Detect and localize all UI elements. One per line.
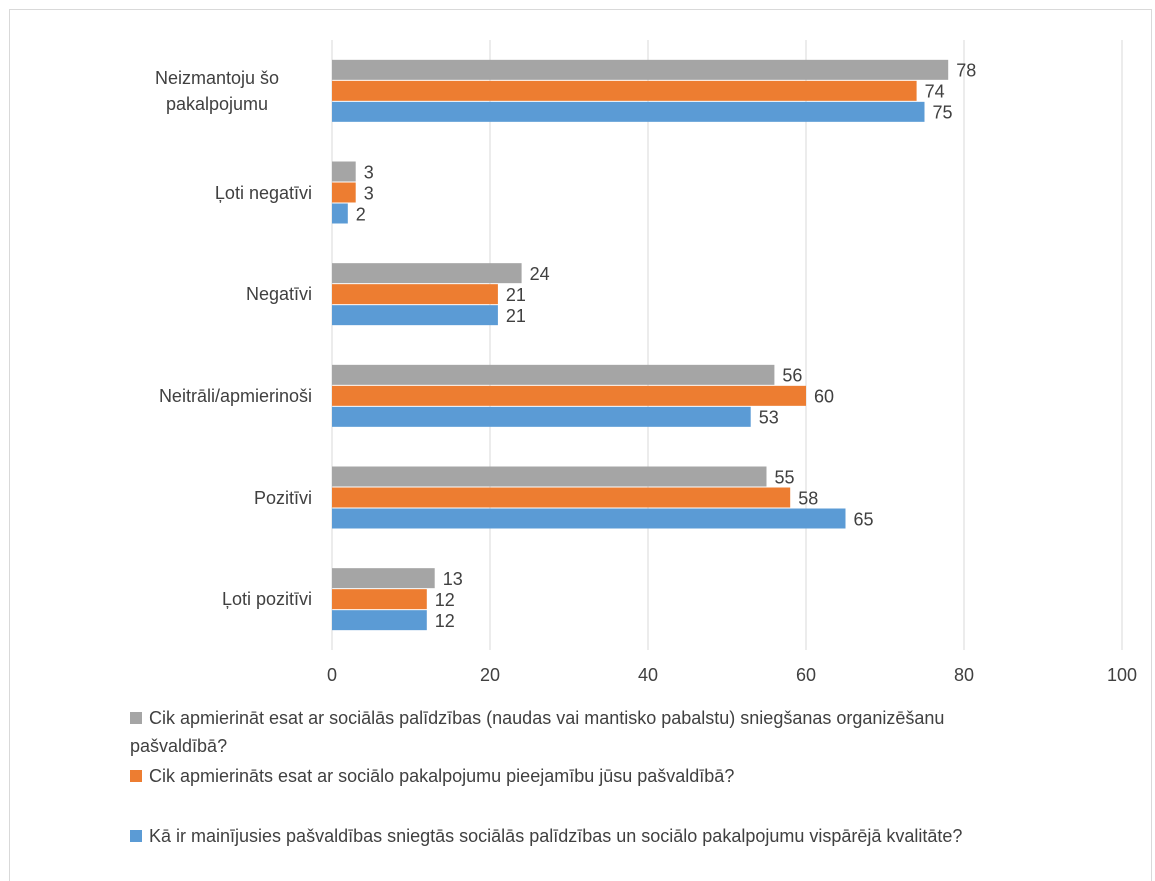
data-label: 21 bbox=[506, 285, 526, 305]
y-tick-label: Neitrāli/apmierinoši bbox=[158, 385, 312, 406]
data-label: 75 bbox=[933, 103, 953, 123]
data-label: 3 bbox=[364, 183, 374, 203]
bar bbox=[332, 487, 791, 508]
x-tick-label: 0 bbox=[327, 665, 337, 685]
data-label: 12 bbox=[435, 611, 455, 631]
y-tick-label: Neizmantoju šo pakalpojumu bbox=[154, 67, 280, 114]
legend-label: Cik apmierināts esat ar sociālo pakalpoj… bbox=[149, 766, 735, 786]
legend-item: Cik apmierināts esat ar sociālo pakalpoj… bbox=[130, 762, 1030, 790]
y-tick-label: Negatīvi bbox=[245, 284, 312, 305]
x-tick-label: 20 bbox=[480, 665, 500, 685]
data-label: 12 bbox=[435, 590, 455, 610]
legend-label: Cik apmierināt esat ar sociālās palīdzīb… bbox=[130, 708, 945, 756]
y-tick-label: Pozitīvi bbox=[253, 487, 312, 508]
y-tick-label: Ļoti pozitīvi bbox=[221, 589, 312, 610]
x-tick-label: 100 bbox=[1107, 665, 1137, 685]
bar bbox=[332, 589, 427, 610]
bar bbox=[332, 80, 917, 101]
bar bbox=[332, 101, 925, 122]
data-label: 65 bbox=[854, 509, 874, 529]
x-tick-label: 40 bbox=[638, 665, 658, 685]
data-label: 3 bbox=[364, 162, 374, 182]
bar bbox=[332, 364, 775, 385]
bar bbox=[332, 385, 806, 406]
bar bbox=[332, 568, 435, 589]
data-label: 56 bbox=[782, 366, 802, 386]
legend-item: Kā ir mainījusies pašvaldības sniegtās s… bbox=[130, 822, 1030, 850]
bar bbox=[332, 406, 751, 427]
x-tick-label: 80 bbox=[954, 665, 974, 685]
legend-swatch bbox=[130, 712, 142, 724]
data-label: 13 bbox=[443, 569, 463, 589]
bar bbox=[332, 182, 356, 203]
legend-swatch bbox=[130, 830, 142, 842]
data-label: 53 bbox=[759, 408, 779, 428]
data-label: 74 bbox=[925, 82, 945, 102]
legend-label: Kā ir mainījusies pašvaldības sniegtās s… bbox=[149, 826, 963, 846]
data-label: 58 bbox=[798, 488, 818, 508]
bar bbox=[332, 263, 522, 284]
bar bbox=[332, 508, 846, 529]
bar bbox=[332, 284, 498, 305]
bar bbox=[332, 305, 498, 326]
y-tick-label: Ļoti negatīvi bbox=[214, 182, 312, 203]
bar bbox=[332, 203, 348, 224]
data-label: 21 bbox=[506, 306, 526, 326]
data-label: 55 bbox=[775, 467, 795, 487]
data-label: 60 bbox=[814, 387, 834, 407]
data-label: 78 bbox=[956, 61, 976, 81]
x-tick-label: 60 bbox=[796, 665, 816, 685]
data-label: 24 bbox=[530, 264, 550, 284]
bar bbox=[332, 610, 427, 631]
bar bbox=[332, 161, 356, 182]
bar bbox=[332, 466, 767, 487]
data-label: 2 bbox=[356, 204, 366, 224]
bar bbox=[332, 59, 949, 80]
legend-swatch bbox=[130, 770, 142, 782]
chart-border bbox=[9, 9, 1152, 881]
legend-item: Cik apmierināt esat ar sociālās palīdzīb… bbox=[130, 704, 1030, 760]
